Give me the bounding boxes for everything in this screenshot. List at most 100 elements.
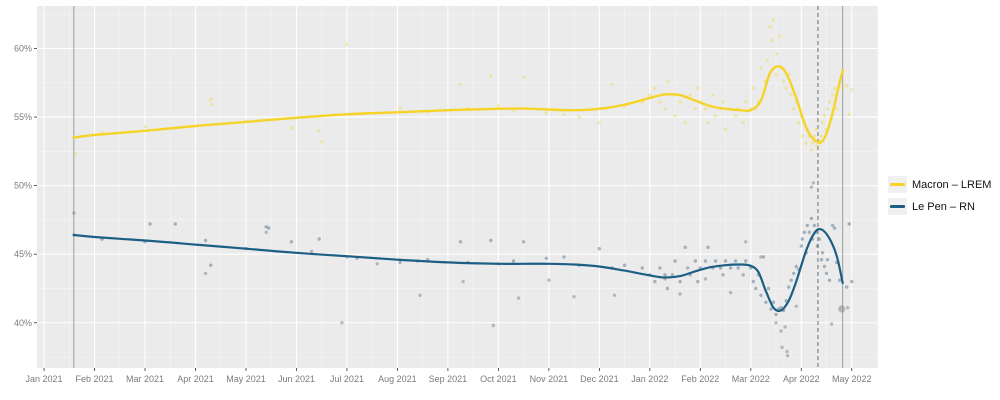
poll-point — [817, 237, 822, 241]
poll-point — [693, 107, 697, 111]
poll-point — [830, 223, 835, 228]
poll-point — [612, 293, 617, 297]
poll-point — [751, 86, 755, 91]
poll-point — [696, 279, 700, 284]
poll-point — [491, 323, 495, 328]
poll-point — [811, 181, 816, 185]
poll-point — [683, 245, 687, 249]
poll-point — [264, 230, 268, 234]
poll-point — [340, 321, 344, 325]
x-tick-label: May 2022 — [832, 374, 872, 384]
y-tick-label: 60% — [14, 44, 32, 54]
poll-point — [785, 354, 790, 358]
x-tick-label: Jan 2022 — [631, 374, 668, 384]
poll-point — [320, 140, 324, 144]
poll-point — [713, 259, 718, 263]
poll-point — [678, 100, 682, 104]
poll-point — [516, 296, 521, 300]
poll-point — [597, 247, 601, 251]
poll-point — [317, 237, 321, 241]
poll-point — [289, 240, 294, 244]
poll-point — [210, 103, 214, 107]
poll-point — [521, 240, 526, 244]
poll-point — [173, 222, 177, 226]
poll-point — [751, 279, 755, 284]
poll-point — [770, 38, 774, 42]
poll-point — [209, 263, 213, 267]
poll-point — [203, 238, 208, 243]
poll-point — [789, 278, 793, 282]
poll-point — [820, 120, 825, 125]
poll-point — [547, 278, 551, 282]
legend-item-lepen: Le Pen – RN — [888, 197, 991, 216]
trend-line — [72, 65, 844, 144]
legend-key-macron — [888, 176, 907, 193]
poll-point — [812, 223, 817, 228]
poll-point — [458, 82, 463, 86]
poll-point — [775, 52, 779, 56]
poll-point — [673, 259, 677, 263]
poll-point — [653, 279, 657, 284]
poll-point — [648, 93, 652, 97]
poll-point — [809, 185, 814, 189]
x-tick-label: May 2021 — [226, 374, 266, 384]
poll-point — [706, 120, 710, 125]
poll-point — [678, 279, 682, 284]
poll-point — [718, 266, 723, 270]
poll-point — [375, 262, 379, 266]
poll-point — [489, 238, 493, 243]
poll-point — [850, 279, 854, 284]
poll-point — [683, 120, 687, 125]
poll-point — [728, 266, 733, 270]
y-tick-label: 55% — [14, 112, 32, 122]
poll-point — [544, 111, 548, 115]
poll-point — [728, 290, 733, 295]
x-tick-label: Oct 2021 — [480, 374, 517, 384]
poll-point — [759, 66, 763, 70]
legend-label-lepen: Le Pen – RN — [912, 200, 975, 213]
poll-point — [663, 107, 667, 111]
poll-point — [815, 144, 820, 148]
poll-point — [622, 263, 627, 267]
poll-point — [847, 222, 851, 226]
x-tick-label: Aug 2021 — [378, 374, 417, 384]
poll-point — [781, 79, 786, 84]
x-tick-label: Apr 2021 — [177, 374, 214, 384]
poll-point — [744, 259, 748, 263]
poll-point — [572, 295, 576, 299]
poll-point — [521, 75, 526, 80]
poll-point — [765, 59, 770, 63]
poll-point — [511, 259, 516, 263]
poll-point — [713, 114, 718, 118]
poll-point — [72, 211, 76, 215]
poll-point — [814, 127, 819, 132]
poll-point — [544, 256, 548, 260]
poll-point — [562, 112, 566, 117]
poll-point — [784, 86, 788, 91]
lepen-line-swatch-icon — [890, 205, 905, 208]
poll-point — [741, 120, 745, 125]
poll-point — [794, 304, 798, 308]
poll-point — [812, 134, 817, 138]
poll-point — [289, 126, 294, 130]
poll-point — [792, 107, 796, 111]
poll-point — [785, 349, 789, 354]
poll-point — [703, 107, 708, 111]
legend-key-lepen — [888, 198, 907, 215]
x-tick-label: Mar 2022 — [732, 374, 770, 384]
x-tick-label: Apr 2022 — [783, 374, 820, 384]
y-tick-label: 40% — [14, 318, 32, 328]
poll-point — [819, 134, 824, 138]
poll-point — [810, 141, 815, 145]
poll-point — [562, 255, 566, 259]
poll-point — [792, 271, 796, 276]
poll-point — [721, 273, 725, 277]
poll-point — [804, 141, 808, 145]
poll-point — [837, 278, 842, 282]
x-tick-label: Feb 2021 — [76, 374, 114, 384]
poll-point — [787, 285, 791, 289]
poll-point — [663, 273, 667, 277]
poll-point — [809, 148, 814, 152]
poll-point — [784, 299, 788, 303]
poll-point — [800, 237, 804, 241]
